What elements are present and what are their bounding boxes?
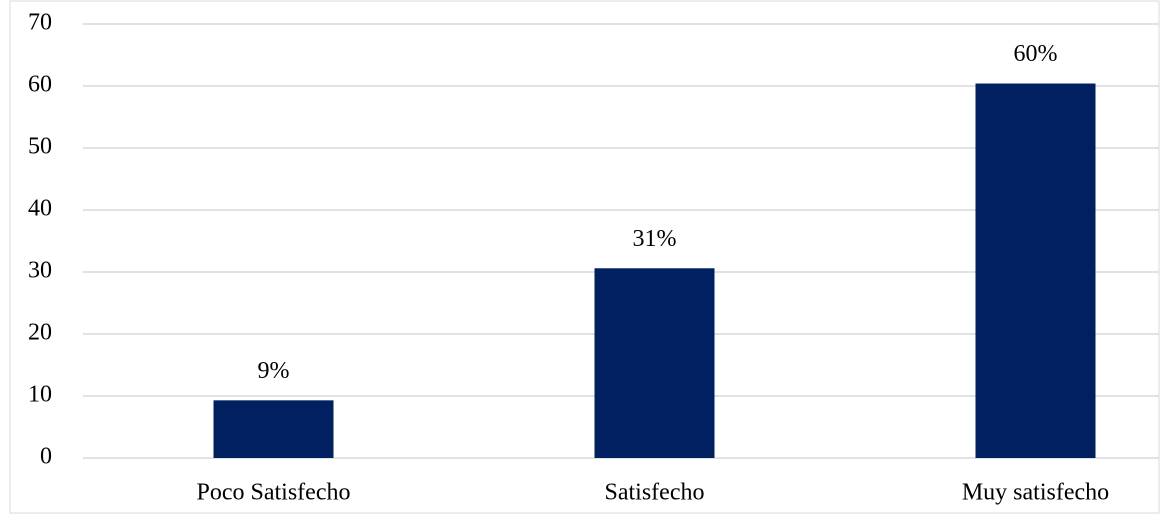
value-label: 60% <box>1014 41 1058 67</box>
value-label: 31% <box>633 226 677 252</box>
x-tick-label: Poco Satisfecho <box>197 480 351 506</box>
y-tick-label: 30 <box>28 258 52 284</box>
y-tick-label: 60 <box>28 72 52 98</box>
bar <box>213 400 334 458</box>
bar <box>594 268 715 458</box>
x-tick-label: Muy satisfecho <box>962 480 1109 506</box>
y-tick-label: 40 <box>28 196 52 222</box>
bar <box>975 83 1096 459</box>
y-tick-label: 20 <box>28 320 52 346</box>
y-tick-label: 70 <box>28 10 52 36</box>
chart-border <box>9 0 1160 514</box>
y-tick-label: 0 <box>40 444 52 470</box>
x-tick-label: Satisfecho <box>605 480 705 506</box>
y-tick-label: 10 <box>28 382 52 408</box>
value-label: 9% <box>258 358 290 384</box>
y-tick-label: 50 <box>28 134 52 160</box>
